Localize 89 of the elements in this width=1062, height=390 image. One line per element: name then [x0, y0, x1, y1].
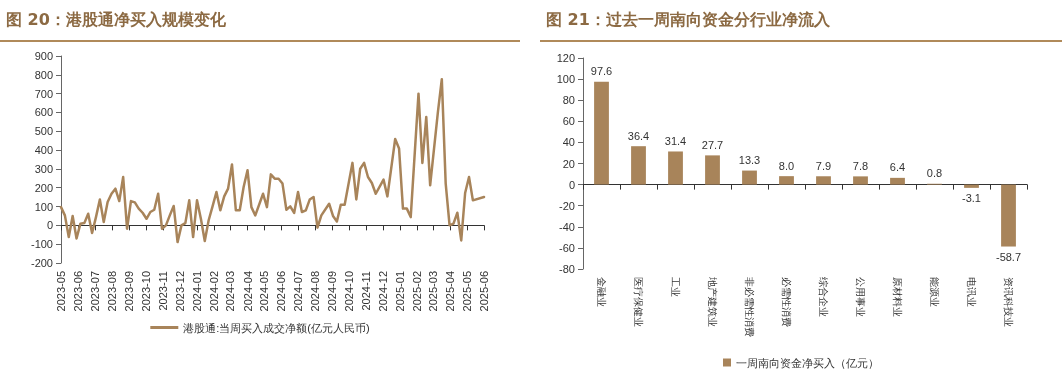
x-tick-label: 2025-06 — [478, 271, 490, 312]
bar — [890, 177, 905, 185]
y-tick-label: 100 — [556, 73, 575, 86]
x-tick-label: 2024-12 — [376, 271, 389, 312]
x-tick-label: 2024-11 — [360, 271, 373, 311]
y-tick-label: 80 — [562, 94, 575, 107]
data-label: 6.4 — [889, 161, 906, 174]
data-label: 97.6 — [590, 65, 613, 78]
legend-label: 一周南向资金净买入（亿元） — [736, 356, 879, 369]
x-tick-label: 2025-03 — [426, 271, 439, 312]
y-tick-label: -40 — [559, 220, 575, 233]
y-tick-label: 300 — [34, 162, 53, 175]
data-label: -58.7 — [995, 251, 1022, 264]
legend-label: 港股通:当周买入成交净额(亿元人民币) — [183, 321, 370, 334]
x-tick-label: 必需性消费 — [781, 277, 792, 327]
x-tick-label: 2024-08 — [309, 271, 322, 312]
data-label: 8.0 — [778, 159, 795, 172]
x-tick-label: 金融业 — [596, 277, 607, 307]
bar — [853, 176, 868, 185]
x-tick-label: 医疗保健业 — [633, 277, 644, 327]
x-tick-label: 2024-09 — [326, 271, 339, 312]
data-label: 13.3 — [738, 154, 761, 167]
x-tick-label: 2023-10 — [139, 271, 152, 312]
x-tick-label: 2024-10 — [343, 271, 356, 312]
y-tick-label: 200 — [34, 181, 53, 194]
y-tick-label: 500 — [34, 125, 53, 138]
y-tick-label: 900 — [34, 50, 53, 62]
y-tick-label: 120 — [556, 52, 575, 64]
data-label: 0.8 — [926, 167, 943, 180]
x-tick-label: 2024-03 — [224, 271, 237, 312]
x-tick-label: 2024-05 — [258, 271, 271, 312]
x-tick-label: 非必需性消费 — [744, 277, 755, 337]
x-tick-label: 电讯业 — [966, 277, 977, 307]
bar — [779, 176, 794, 185]
data-label: 27.7 — [701, 138, 724, 151]
chart-title: 图 21：过去一周南向资金分行业净流入 — [546, 10, 830, 31]
y-tick-label: -100 — [30, 238, 53, 251]
bar — [705, 155, 720, 185]
x-tick-label: 2025-04 — [444, 271, 457, 312]
chart-title: 图 20：港股通净买入规模变化 — [6, 10, 226, 31]
data-label: 36.4 — [627, 129, 650, 142]
y-tick-label: -80 — [559, 263, 575, 275]
y-tick-label: 600 — [34, 106, 53, 119]
x-tick-label: 地产建筑业 — [707, 276, 718, 327]
y-tick-label: 800 — [34, 68, 53, 81]
x-tick-label: 2025-01 — [394, 271, 407, 312]
bar — [964, 184, 979, 188]
bar — [631, 146, 646, 185]
x-tick-label: 2024-07 — [292, 271, 305, 312]
line-series — [59, 77, 486, 244]
x-tick-label: 资讯科技业 — [1003, 277, 1014, 327]
bar — [668, 151, 683, 185]
x-tick-label: 2023-07 — [88, 271, 101, 312]
y-tick-label: 0 — [46, 219, 53, 232]
y-tick-label: 100 — [34, 200, 53, 213]
x-tick-label: 2023-12 — [173, 271, 186, 312]
data-label: 7.8 — [852, 159, 869, 172]
x-tick-label: 2024-01 — [191, 271, 203, 312]
x-tick-label: 2023-11 — [157, 271, 170, 311]
bar — [594, 81, 609, 185]
y-tick-label: 20 — [562, 157, 575, 170]
x-tick-label: 综合企业 — [818, 277, 829, 317]
x-tick-label: 2024-02 — [208, 271, 221, 312]
y-tick-label: 0 — [568, 178, 575, 191]
data-label: -3.1 — [962, 192, 981, 205]
x-tick-label: 2023-09 — [123, 271, 136, 312]
x-tick-label: 2025-05 — [460, 271, 473, 312]
x-tick-label: 2023-08 — [106, 271, 119, 312]
bar — [816, 176, 831, 185]
bar — [1001, 184, 1016, 247]
y-tick-label: 40 — [562, 136, 575, 149]
data-label: 31.4 — [664, 134, 687, 147]
y-tick-label: 400 — [34, 144, 53, 157]
x-tick-label: 2024-04 — [241, 271, 254, 312]
y-tick-label: -20 — [559, 199, 575, 212]
y-tick-label: -200 — [30, 257, 53, 269]
bar — [742, 170, 757, 185]
y-tick-label: 700 — [34, 87, 53, 100]
x-tick-label: 工业 — [670, 277, 681, 297]
x-tick-label: 公用事业 — [855, 277, 866, 317]
y-tick-label: -60 — [559, 241, 575, 254]
x-tick-label: 原材料业 — [892, 277, 903, 317]
data-label: 7.9 — [815, 159, 832, 172]
x-tick-label: 2023-06 — [72, 271, 85, 312]
y-tick-label: 60 — [562, 115, 575, 128]
x-tick-label: 能源业 — [929, 277, 940, 307]
x-tick-label: 2023-05 — [55, 271, 67, 312]
x-tick-label: 2024-06 — [275, 271, 288, 312]
x-tick-label: 2025-02 — [411, 271, 424, 312]
